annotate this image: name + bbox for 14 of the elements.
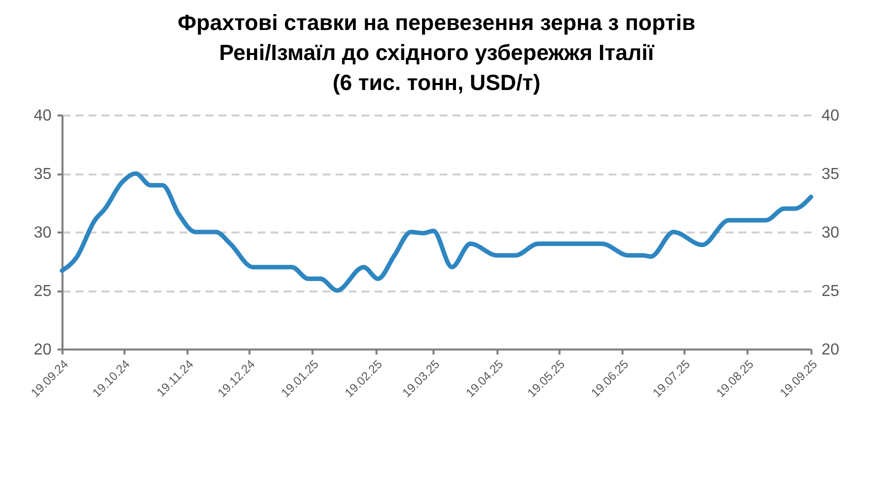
y2-tick-label: 30 <box>822 224 840 242</box>
y2-tick-label: 25 <box>822 283 840 300</box>
y-tick-label: 30 <box>34 224 52 242</box>
y2-tick-label: 40 <box>822 108 840 124</box>
y-tick-label: 35 <box>34 166 52 183</box>
text: Рені/Ізмаїл до східного узбережжя Італії <box>219 40 654 65</box>
y-tick-label: 40 <box>34 108 52 124</box>
text: Фрахтові ставки на перевезення зерна з портів <box>178 10 696 35</box>
text: (6 тис. тонн, USD/т) <box>332 70 540 95</box>
y2-tick-label: 35 <box>822 166 840 183</box>
y-tick-label: 25 <box>34 283 52 300</box>
line-series <box>60 171 814 293</box>
y-tick-label: 20 <box>34 342 52 358</box>
y2-tick-label: 20 <box>822 342 840 358</box>
